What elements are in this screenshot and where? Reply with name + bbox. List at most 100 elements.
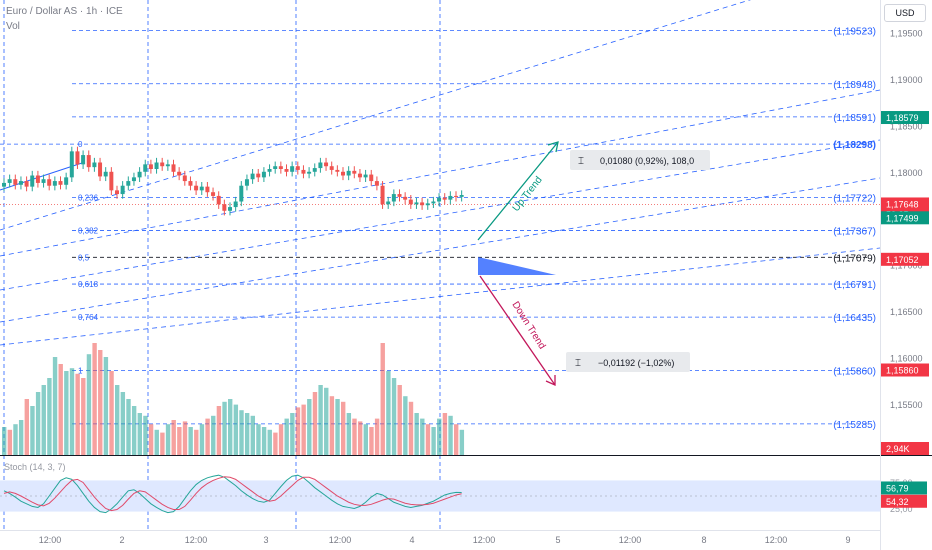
- volume-bar: [7, 429, 13, 455]
- volume-bar: [346, 413, 352, 455]
- candle-body: [386, 201, 391, 205]
- candle-body: [278, 166, 283, 169]
- stoch-badge-label: 56,79: [886, 483, 909, 493]
- volume-bar: [41, 385, 46, 455]
- price-tick: 1,16500: [890, 307, 923, 317]
- fib-ratio-label: 0,382: [78, 227, 99, 236]
- channel-line: [0, 177, 881, 323]
- time-axis: 12:00 2 12:00 3 12:00 4 12:00 5 12:00 8 12:00 9: [39, 535, 851, 545]
- volume-bar: [143, 415, 148, 455]
- candle-body: [228, 207, 232, 211]
- candle-body: [115, 190, 119, 195]
- time-tick: 12:00: [185, 535, 208, 545]
- candle-body: [324, 162, 329, 167]
- candle-body: [13, 179, 18, 185]
- symbol-title[interactable]: Euro / Dollar AS · 1h · ICE: [6, 6, 123, 17]
- channel-line: [0, 0, 751, 231]
- level-label: (1,15860): [833, 367, 876, 378]
- volume-bar: [459, 429, 465, 455]
- vol-indicator-label[interactable]: Vol: [6, 21, 20, 32]
- measure-up-label: 0,01080 (0,92%), 108,0: [600, 156, 694, 166]
- volume-bar: [92, 343, 97, 455]
- stoch-badge-label: 54,32: [886, 497, 909, 507]
- price-badge-label: 1,17052: [886, 255, 919, 265]
- level-label: (1,17367): [833, 227, 876, 238]
- candle-body: [244, 179, 249, 186]
- candle-body: [177, 171, 182, 176]
- time-tick: 12:00: [329, 535, 352, 545]
- time-tick: 5: [555, 535, 560, 545]
- currency-button[interactable]: USD: [884, 4, 926, 22]
- candle-body: [75, 151, 80, 165]
- volume-bar: [318, 385, 323, 455]
- fib-ratio-label: 0,764: [78, 313, 99, 322]
- level-label: (1,19523): [833, 26, 876, 37]
- volume-bar: [414, 413, 419, 455]
- measure-icon: ⌶: [575, 358, 581, 369]
- fib-ratio-label: 1: [78, 367, 83, 376]
- candle-body: [143, 164, 148, 172]
- candle-body: [126, 181, 131, 186]
- symbol-header: Euro / Dollar AS · 1h · ICE Vol: [6, 4, 123, 34]
- candle-body: [312, 168, 317, 172]
- volume-bar: [295, 407, 301, 455]
- candle-body: [86, 155, 91, 168]
- volume-bar: [188, 427, 193, 455]
- volume-bar: [154, 429, 159, 455]
- time-tick: 12:00: [39, 535, 62, 545]
- candle-body: [420, 202, 425, 206]
- channel-line: [0, 247, 881, 346]
- candle-body: [335, 169, 340, 172]
- candle-body: [103, 171, 108, 177]
- price-badge-label: 1,17648: [886, 199, 919, 209]
- candle-body: [154, 162, 159, 169]
- vertical-grid: [3, 0, 441, 530]
- candle-body: [357, 173, 362, 178]
- volume-bar: [211, 415, 216, 455]
- volume-bar: [13, 424, 18, 455]
- candle-body: [35, 175, 40, 183]
- volume-bar: [273, 432, 278, 455]
- candle-body: [352, 170, 357, 174]
- volume-bar: [335, 399, 340, 455]
- volume-bar: [75, 373, 80, 455]
- price-badge-label: 1,17499: [886, 213, 919, 223]
- price-axis: 1,195001,190001,185001,180001,175001,170…: [881, 29, 929, 455]
- volume-bar: [374, 418, 380, 455]
- volume-bar: [256, 424, 261, 455]
- candle-body: [216, 195, 221, 205]
- candle-body: [205, 186, 210, 193]
- candle-body: [171, 164, 176, 172]
- volume-bar: [307, 399, 312, 455]
- level-label: (1,16791): [833, 280, 876, 291]
- level-label: (1,18298): [833, 140, 876, 151]
- volume-bar: [126, 399, 131, 455]
- volume-bar: [52, 357, 58, 455]
- volume-bar: [182, 421, 188, 455]
- volume-bar: [408, 401, 414, 455]
- volume-bar: [47, 378, 52, 455]
- volume-bar: [261, 427, 267, 455]
- candle-body: [341, 171, 345, 176]
- candle-body: [369, 174, 374, 182]
- volume-bar: [69, 368, 75, 455]
- volume-bar: [312, 392, 318, 455]
- stoch-indicator-label[interactable]: Stoch (14, 3, 7): [4, 462, 66, 472]
- candle-body: [188, 181, 193, 186]
- candle-body: [58, 181, 63, 185]
- time-tick: 4: [409, 535, 414, 545]
- level-label: (1,18591): [833, 113, 876, 124]
- volume-bar: [448, 415, 453, 455]
- volume-bar: [341, 401, 346, 455]
- candle-body: [301, 169, 306, 174]
- volume-bar: [177, 427, 182, 455]
- price-tick: 1,19500: [890, 29, 923, 39]
- candle-body: [7, 179, 12, 183]
- volume-bar: [352, 418, 357, 455]
- volume-bar: [171, 420, 176, 455]
- volume-bar: [18, 420, 24, 455]
- time-tick: 3: [263, 535, 268, 545]
